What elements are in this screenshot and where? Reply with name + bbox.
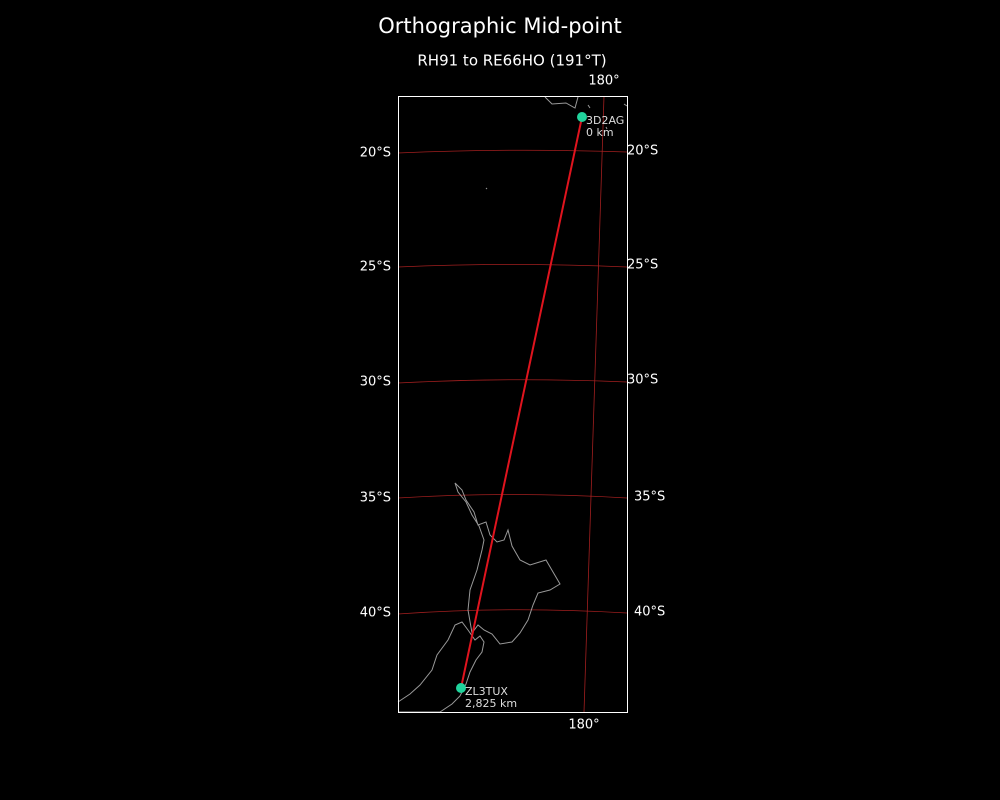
coastline [397, 96, 628, 713]
lon-label: 180° [588, 74, 619, 89]
lat-label: 20°S [360, 146, 391, 161]
islands [485, 103, 628, 190]
title: Orthographic Mid-point [378, 14, 622, 38]
station-marker [577, 112, 587, 122]
fiji-coast [544, 96, 579, 109]
lat-label: 25°S [360, 260, 391, 275]
graticule [397, 95, 628, 713]
lat-label: 20°S [627, 144, 658, 159]
lat-label: 30°S [360, 375, 391, 390]
station-distance: 2,825 km [465, 697, 517, 710]
lat-label: 30°S [627, 373, 658, 388]
north-island-coast [454, 482, 561, 645]
lat-line [397, 379, 628, 384]
great-circle-path [460, 116, 583, 689]
station-call: ZL3TUX [465, 685, 508, 698]
lon-line [583, 95, 605, 713]
lat-label: 35°S [360, 491, 391, 506]
station-call: 3D2AG [586, 114, 624, 127]
lat-line [397, 609, 628, 615]
subtitle: RH91 to RE66HO (191°T) [417, 52, 606, 70]
lat-label: 35°S [634, 490, 665, 505]
south-island-coast [397, 621, 485, 713]
station-distance: 0 km [586, 126, 614, 139]
station-marker [456, 683, 466, 693]
lat-label: 40°S [634, 605, 665, 620]
lat-line [397, 149, 628, 154]
lat-label: 40°S [360, 606, 391, 621]
map-frame [398, 96, 628, 713]
lon-label: 180° [568, 718, 599, 733]
lat-label: 25°S [627, 258, 658, 273]
lat-line [397, 494, 628, 499]
